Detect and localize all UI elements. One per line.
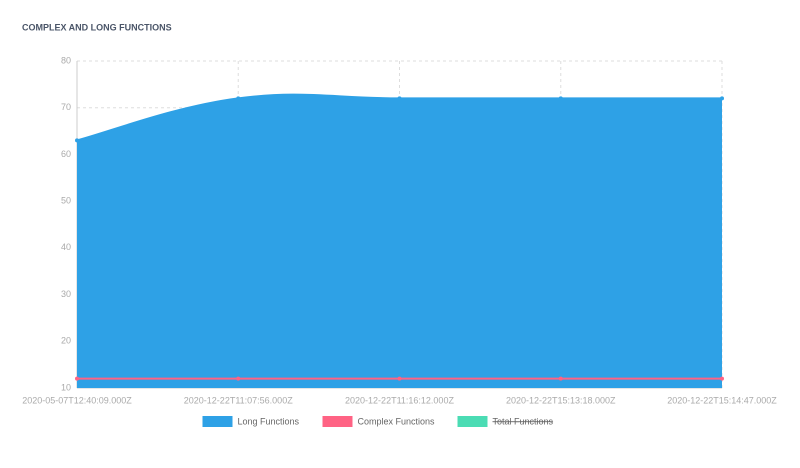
point [558, 376, 563, 381]
point [558, 96, 563, 101]
y-tick-label: 10 [61, 382, 71, 392]
area [77, 94, 722, 389]
legend-label[interactable]: Total Functions [493, 416, 554, 426]
legend-swatch[interactable] [322, 416, 353, 427]
point [397, 376, 402, 381]
x-tick-label: 2020-12-22T15:14:47.000Z [667, 395, 777, 405]
x-tick-label: 2020-12-22T11:07:56.000Z [184, 395, 293, 405]
point [75, 138, 79, 143]
y-tick-label: 80 [61, 55, 71, 65]
y-tick-label: 50 [61, 196, 71, 206]
y-tick-label: 60 [61, 149, 71, 159]
chart-title: COMPLEX AND LONG FUNCTIONS [22, 22, 172, 32]
point [236, 376, 241, 381]
x-tick-label: 2020-05-07T12:40:09.000Z [22, 395, 132, 405]
legend-label[interactable]: Long Functions [238, 416, 300, 426]
y-tick-label: 40 [61, 242, 71, 252]
y-tick-label: 30 [61, 289, 71, 299]
point [720, 96, 724, 101]
point [720, 376, 724, 381]
y-tick-label: 20 [61, 336, 71, 346]
legend-swatch[interactable] [457, 416, 488, 427]
x-tick-label: 2020-12-22T15:13:18.000Z [506, 395, 616, 405]
point [236, 96, 241, 101]
point [75, 376, 79, 381]
point [397, 96, 402, 101]
y-tick-label: 70 [61, 102, 71, 112]
legend-swatch[interactable] [202, 416, 233, 427]
x-tick-label: 2020-12-22T11:16:12.000Z [345, 395, 454, 405]
legend-label[interactable]: Complex Functions [358, 416, 436, 426]
